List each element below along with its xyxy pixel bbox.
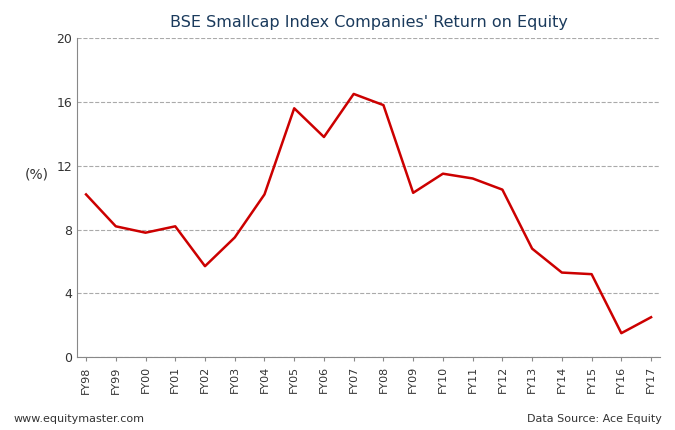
Title: BSE Smallcap Index Companies' Return on Equity: BSE Smallcap Index Companies' Return on … <box>169 15 568 30</box>
Text: Data Source: Ace Equity: Data Source: Ace Equity <box>526 414 662 424</box>
Y-axis label: (%): (%) <box>24 168 49 181</box>
Text: www.equitymaster.com: www.equitymaster.com <box>14 414 144 424</box>
